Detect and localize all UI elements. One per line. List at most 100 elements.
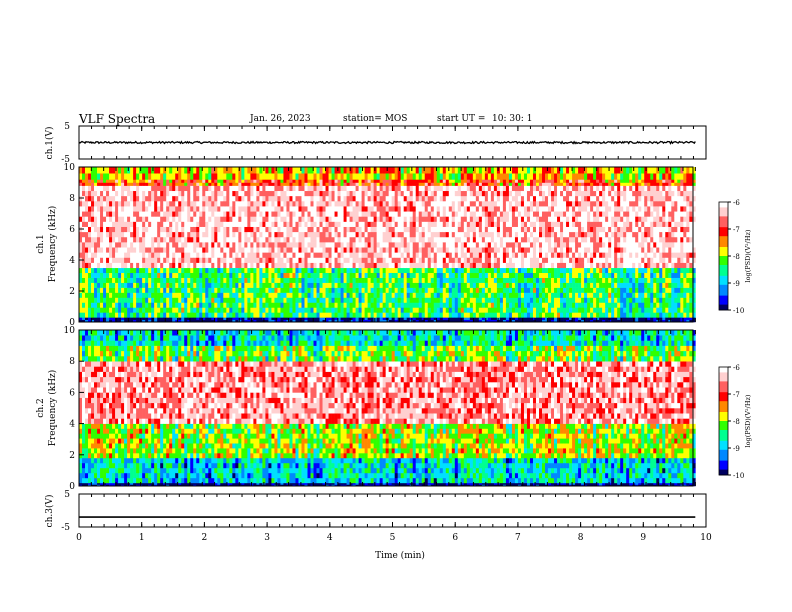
spectrogram-cell	[121, 302, 125, 308]
spectrogram-cell	[112, 226, 116, 233]
spectrogram-cell	[130, 267, 134, 274]
spectrogram-cell	[382, 242, 386, 248]
spectrogram-cell	[175, 319, 179, 323]
spectrogram-cell	[421, 302, 426, 308]
spectrogram-cell	[124, 272, 128, 278]
spectrogram-cell	[331, 267, 335, 274]
spectrogram-cell	[442, 185, 447, 192]
spectrogram-cell	[460, 272, 465, 278]
spectrogram-cell	[103, 242, 107, 248]
spectrogram-cell	[136, 319, 140, 323]
spectrogram-cell	[337, 282, 341, 288]
spectrogram-cell	[226, 287, 230, 293]
spectrogram-cell	[286, 282, 290, 288]
spectrogram-cell	[439, 167, 444, 174]
spectrogram-cell	[439, 206, 444, 212]
spectrogram-cell	[304, 179, 308, 183]
spectrogram-cell	[349, 272, 353, 278]
spectrogram-cell	[148, 297, 152, 303]
spectrogram-cell	[148, 226, 152, 233]
spectrogram-cell	[484, 242, 489, 248]
spectrogram-cell	[454, 262, 459, 269]
spectrogram-cell	[382, 236, 386, 243]
spectrogram-cell	[100, 262, 104, 269]
spectrogram-cell	[499, 302, 504, 308]
spectrogram-cell	[481, 252, 486, 258]
spectrogram-cell	[514, 267, 519, 274]
spectrogram-cell	[115, 317, 119, 320]
spectrogram-cell	[307, 167, 311, 174]
spectrogram-cell	[250, 231, 254, 238]
spectrogram-cell	[286, 179, 290, 183]
spectrogram-cell	[184, 247, 188, 253]
spectrogram-cell	[337, 252, 341, 258]
spectrogram-cell	[142, 206, 146, 212]
spectrogram-cell	[532, 292, 537, 298]
spectrogram-cell	[424, 277, 429, 283]
spectrogram-cell	[208, 282, 212, 288]
spectrogram-cell	[91, 277, 95, 283]
spectrogram-cell	[241, 231, 245, 238]
spectrogram-cell	[364, 282, 368, 288]
spectrogram-cell	[322, 307, 326, 313]
spectrogram-cell	[535, 312, 540, 318]
spectrogram-cell	[526, 262, 531, 269]
spectrogram-cell	[217, 206, 221, 212]
spectrogram-cell	[448, 252, 453, 258]
spectrogram-cell	[499, 312, 504, 318]
spectrogram-cell	[253, 179, 257, 183]
spectrogram-cell	[136, 216, 140, 222]
spectrogram-cell	[376, 282, 380, 288]
spectrogram-cell	[421, 272, 426, 278]
spectrogram-cell	[157, 173, 161, 180]
spectrogram-cell	[448, 236, 453, 243]
spectrogram-cell	[502, 201, 507, 207]
spectrogram-cell	[361, 307, 365, 313]
spectrogram-cell	[142, 211, 146, 217]
spectrogram-cell	[430, 292, 435, 298]
spectrogram-cell	[109, 292, 113, 298]
spectrogram-cell	[259, 231, 263, 238]
spectrogram-cell	[343, 226, 347, 233]
spectrogram-cell	[460, 287, 465, 293]
spectrogram-cell	[169, 272, 173, 278]
spectrogram-cell	[451, 297, 456, 303]
spectrogram-cell	[181, 307, 185, 313]
spectrogram-cell	[343, 179, 347, 183]
spectrogram-cell	[103, 216, 107, 222]
spectrogram-cell	[229, 182, 233, 186]
spectrogram-cell	[460, 292, 465, 298]
spectrogram-cell	[418, 179, 423, 183]
spectrogram-cell	[439, 282, 444, 288]
spectrogram-cell	[397, 312, 401, 318]
spectrogram-cell	[496, 231, 501, 238]
spectrogram-cell	[445, 262, 450, 269]
spectrogram-cell	[124, 262, 128, 269]
spectrogram-cell	[490, 236, 495, 243]
spectrogram-cell	[241, 252, 245, 258]
spectrogram-cell	[262, 190, 266, 197]
spectrogram-cell	[511, 216, 516, 222]
spectrogram-cell	[100, 236, 104, 243]
spectrogram-cell	[229, 221, 233, 227]
spectrogram-cell	[433, 182, 438, 186]
spectrogram-cell	[337, 182, 341, 186]
spectrogram-cell	[343, 167, 347, 174]
spectrogram-cell	[148, 252, 152, 258]
spectrogram-cell	[367, 272, 371, 278]
spectrogram-cell	[424, 267, 429, 274]
spectrogram-cell	[352, 216, 356, 222]
spectrogram-cell	[301, 317, 305, 320]
spectrogram-cell	[526, 242, 531, 248]
spectrogram-cell	[316, 190, 320, 197]
spectrogram-cell	[106, 236, 110, 243]
spectrogram-cell	[487, 272, 492, 278]
spectrogram-cell	[478, 282, 483, 288]
spectrogram-cell	[382, 211, 386, 217]
spectrogram-cell	[526, 247, 531, 253]
spectrogram-cell	[220, 185, 224, 192]
spectrogram-cell	[397, 242, 401, 248]
spectrogram-cell	[97, 201, 101, 207]
spectrogram-cell	[271, 221, 275, 227]
spectrogram-cell	[352, 236, 356, 243]
